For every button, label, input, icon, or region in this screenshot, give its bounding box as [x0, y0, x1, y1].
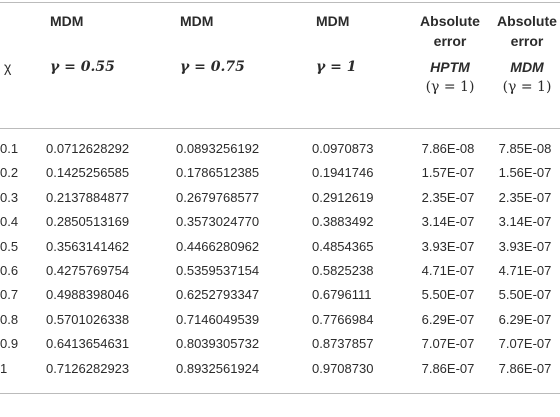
x-cell: 0.7 [0, 287, 19, 303]
value-cell: 4.71E-07 [498, 263, 552, 279]
header-cell: MDM [180, 13, 214, 29]
method-name: MDM [510, 58, 544, 75]
value-cell: 0.8737857 [312, 336, 374, 352]
data-row: 1 0.7126282923 0.8932561924 0.9708730 7.86E-… [0, 357, 560, 394]
x-cell: 1 [0, 360, 8, 376]
value-cell: 0.3563141462 [46, 238, 130, 254]
value-cell: 0.0893256192 [176, 141, 260, 156]
data-row: 0.1 0.0712628292 0.0893256192 0.0970873 7.86… [0, 129, 560, 162]
value-cell: 6.29E-07 [421, 311, 475, 327]
data-row: 0.8 0.5701026338 0.7146049539 0.7766984 6.29… [0, 308, 560, 332]
data-row: 0.2 0.1425256585 0.1786512385 0.1941746 1.57… [0, 161, 560, 185]
data-row: 0.4 0.2850513169 0.3573024770 0.3883492 3.14… [0, 210, 560, 234]
value-cell: 5.50E-07 [421, 287, 475, 303]
method-param: (γ = 1) [425, 78, 475, 95]
value-cell: 0.3573024770 [176, 214, 260, 230]
value-cell: 0.1425256585 [46, 165, 130, 181]
gamma-cell: γ = 0.55 [46, 54, 176, 129]
header-cell: MDM [316, 13, 350, 29]
value-cell: 7.86E-07 [421, 360, 475, 376]
x-cell: 0.2 [0, 165, 19, 181]
value-cell: 7.86E-07 [498, 360, 552, 376]
data-row: 0.5 0.3563141462 0.4466280962 0.4854365 3.93… [0, 235, 560, 259]
value-cell: 3.14E-07 [421, 214, 475, 230]
header-cell: MDM [50, 13, 84, 29]
value-cell: 3.14E-07 [498, 214, 552, 230]
value-cell: 3.93E-07 [498, 238, 552, 254]
x-cell: 0.4 [0, 214, 19, 230]
value-cell: 0.2850513169 [46, 214, 130, 230]
value-cell: 0.1941746 [312, 165, 374, 181]
value-cell: 0.0712628292 [46, 141, 130, 156]
value-cell: 0.0970873 [312, 141, 374, 156]
value-cell: 2.35E-07 [421, 189, 475, 205]
value-cell: 0.2912619 [312, 189, 374, 205]
method-name: HPTM [430, 58, 470, 75]
value-cell: 0.7126282923 [46, 360, 130, 376]
x-cell: 0.3 [0, 189, 19, 205]
gamma-cell: γ = 0.75 [176, 54, 312, 129]
value-cell: 0.4466280962 [176, 238, 260, 254]
value-cell: 0.5359537154 [176, 263, 260, 279]
value-cell: 0.4275769754 [46, 263, 130, 279]
header-row: MDM MDM MDM Absolute error Absolute erro… [0, 3, 560, 55]
method-param: (γ = 1) [502, 78, 552, 95]
header-cell: Absolute error [497, 13, 557, 49]
data-row: 0.7 0.4988398046 0.6252793347 0.6796111 5.50… [0, 283, 560, 307]
value-cell: 0.4988398046 [46, 287, 130, 303]
x-cell: 0.6 [0, 263, 19, 279]
value-cell: 0.8932561924 [176, 360, 260, 376]
value-cell: 0.1786512385 [176, 165, 260, 181]
subheader-row: χ γ = 0.55 γ = 0.75 γ = 1 HPTM (γ = 1) M… [0, 54, 560, 129]
header-cell: Absolute error [420, 13, 480, 49]
value-cell: 1.57E-07 [421, 165, 475, 181]
value-cell: 0.7766984 [312, 311, 374, 327]
x-cell: 0.9 [0, 336, 19, 352]
error-method-cell: MDM (γ = 1) [490, 54, 560, 129]
value-cell: 7.86E-08 [421, 141, 475, 156]
value-cell: 1.56E-07 [498, 165, 552, 181]
empty-cell [0, 3, 46, 55]
value-cell: 0.6413654631 [46, 336, 130, 352]
value-cell: 0.8039305732 [176, 336, 260, 352]
value-cell: 7.07E-07 [498, 336, 552, 352]
x-cell: 0.1 [0, 141, 19, 156]
value-cell: 0.5825238 [312, 263, 374, 279]
value-cell: 0.4854365 [312, 238, 374, 254]
table-body: 0.1 0.0712628292 0.0893256192 0.0970873 7.86… [0, 129, 560, 394]
value-cell: 6.29E-07 [498, 311, 552, 327]
gamma-cell: γ = 1 [312, 54, 406, 129]
value-cell: 0.6252793347 [176, 287, 260, 303]
value-cell: 0.2137884877 [46, 189, 130, 205]
error-method-cell: HPTM (γ = 1) [406, 54, 490, 129]
data-row: 0.3 0.2137884877 0.2679768577 0.2912619 2.35… [0, 186, 560, 210]
data-row: 0.9 0.6413654631 0.8039305732 0.8737857 7.07… [0, 332, 560, 356]
value-cell: 0.9708730 [312, 360, 374, 376]
x-cell: 0.8 [0, 311, 19, 327]
variable-cell: χ [0, 54, 46, 129]
value-cell: 7.07E-07 [421, 336, 475, 352]
data-row: 0.6 0.4275769754 0.5359537154 0.5825238 4.71… [0, 259, 560, 283]
value-cell: 7.85E-08 [498, 141, 552, 156]
value-cell: 0.3883492 [312, 214, 374, 230]
x-cell: 0.5 [0, 238, 19, 254]
value-cell: 0.6796111 [312, 287, 372, 303]
value-cell: 3.93E-07 [421, 238, 475, 254]
value-cell: 2.35E-07 [498, 189, 552, 205]
value-cell: 0.7146049539 [176, 311, 260, 327]
results-table: MDM MDM MDM Absolute error Absolute erro… [0, 2, 560, 395]
value-cell: 5.50E-07 [498, 287, 552, 303]
value-cell: 4.71E-07 [421, 263, 475, 279]
value-cell: 0.2679768577 [176, 189, 260, 205]
value-cell: 0.5701026338 [46, 311, 130, 327]
